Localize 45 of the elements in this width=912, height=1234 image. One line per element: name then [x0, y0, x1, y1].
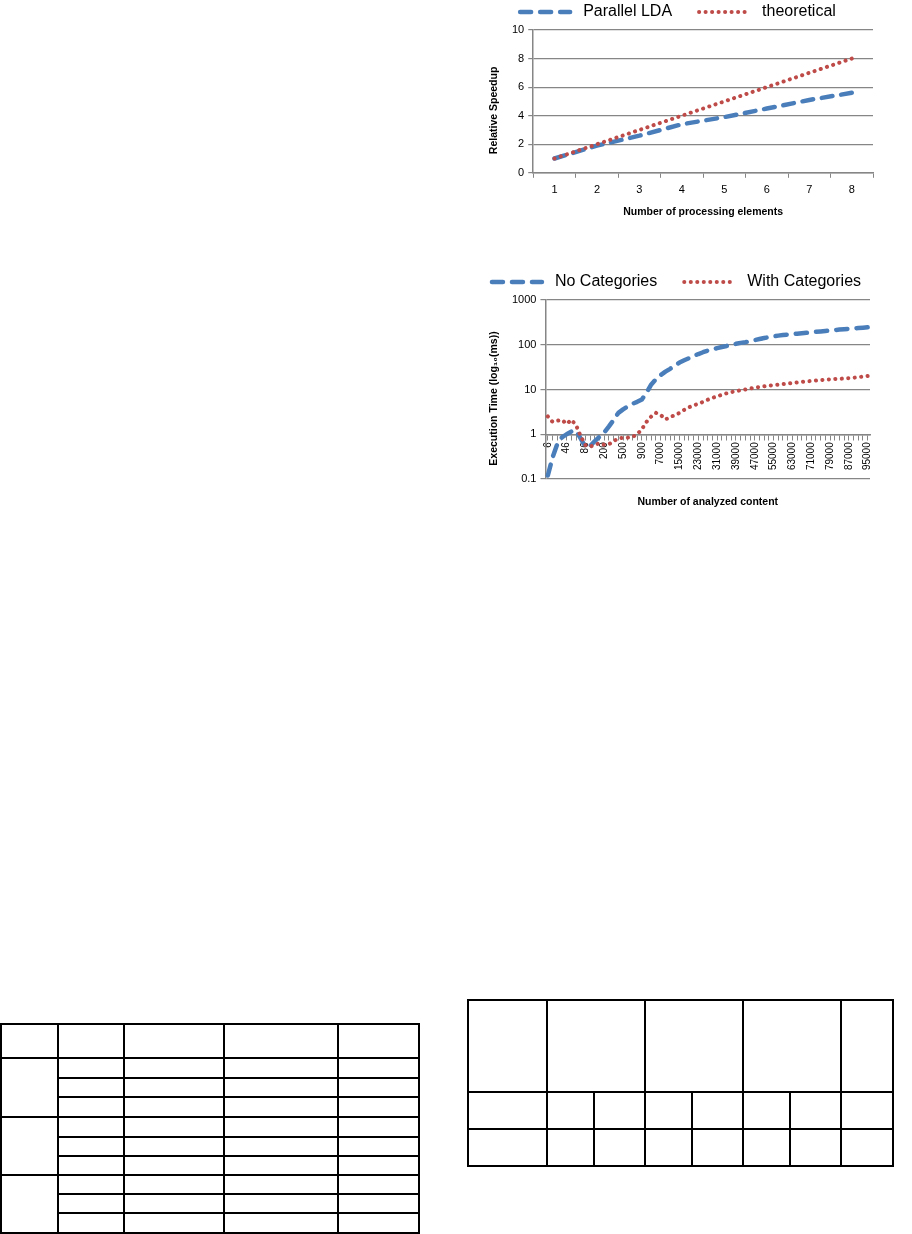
legend-label: With Categories — [747, 272, 862, 290]
x-tick-label: 95000 — [861, 441, 873, 471]
y-tick-label: 1 — [530, 427, 537, 440]
x-tick-label: 63000 — [786, 441, 798, 471]
x-tick-label: 2 — [593, 183, 600, 196]
x-tick-label: 500 — [616, 441, 628, 459]
x-tick-label: 55000 — [767, 441, 779, 471]
line-series — [552, 56, 854, 161]
x-tick-label: 1 — [551, 183, 558, 196]
legend-label: No Categories — [554, 272, 658, 290]
x-tick-label: 6 — [763, 183, 770, 196]
x-tick-label: 8 — [848, 183, 855, 196]
x-tick-label: 5 — [721, 183, 728, 196]
y-axis-title: Execution Time (log₁₀(ms)) — [486, 331, 499, 466]
y-tick-label: 10 — [511, 23, 525, 36]
y-tick-label: 1000 — [511, 293, 537, 306]
x-tick-label: 71000 — [804, 441, 816, 471]
x-tick-label: 46 — [560, 441, 572, 454]
y-tick-label: 4 — [518, 108, 525, 121]
x-tick-label: 31000 — [710, 441, 722, 471]
x-tick-label: 4 — [678, 183, 685, 196]
x-tick-label: 900 — [635, 441, 647, 459]
legend-label: Parallel LDA — [583, 2, 673, 20]
y-tick-label: 0.1 — [521, 472, 537, 485]
y-tick-label: 2 — [518, 137, 525, 150]
y-axis-title: Relative Speedup — [486, 66, 499, 155]
x-tick-label: 7000 — [654, 441, 666, 465]
x-tick-label: 15000 — [673, 441, 685, 471]
x-tick-label: 39000 — [729, 441, 741, 471]
legend-label: theoretical — [762, 2, 836, 20]
x-tick-label: 200 — [598, 441, 610, 459]
x-tick-label: 3 — [636, 183, 643, 196]
y-tick-label: 6 — [518, 80, 525, 93]
x-tick-label: 7 — [806, 183, 813, 196]
x-tick-label: 87000 — [842, 441, 854, 471]
y-tick-label: 10 — [524, 382, 537, 395]
x-tick-label: 23000 — [692, 441, 704, 471]
y-tick-label: 100 — [518, 337, 537, 350]
y-tick-label: 0 — [518, 165, 525, 178]
x-tick-label: 47000 — [748, 441, 760, 471]
x-axis-title: Number of analyzed content — [637, 494, 779, 507]
x-tick-label: 79000 — [823, 441, 835, 471]
line-series — [552, 90, 855, 161]
y-tick-label: 8 — [518, 51, 525, 64]
x-axis-title: Number of processing elements — [623, 204, 784, 217]
